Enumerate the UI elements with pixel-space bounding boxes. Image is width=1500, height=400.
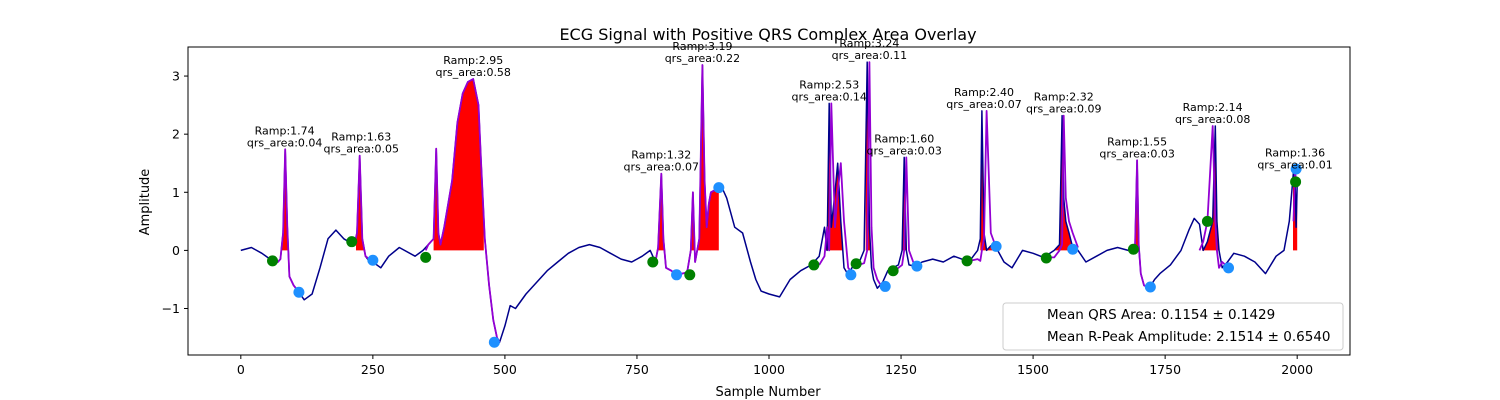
y-axis-ticks: −1 0 1 2 3 [162, 69, 188, 316]
r-amp-label-9: Ramp:2.32 [1034, 91, 1094, 104]
q-s-marker-10 [1144, 281, 1156, 293]
qrs-area-label-10: qrs_area:0.03 [1099, 147, 1174, 160]
x-tick-label-7: 1750 [1149, 362, 1181, 377]
q-s-marker-2 [488, 336, 500, 348]
onset-marker-0 [267, 255, 279, 267]
y-tick-label-2: 1 [172, 185, 180, 200]
qrs-area-label-4: qrs_area:0.22 [665, 52, 740, 65]
r-amp-label-12: Ramp:1.36 [1265, 146, 1325, 159]
onset-marker-6 [850, 258, 862, 270]
x-tick-label-0: 0 [237, 362, 245, 377]
x-tick-label-6: 1500 [1017, 362, 1049, 377]
qrs-area-label-11: qrs_area:0.08 [1175, 113, 1250, 126]
qrs-area-label-1: qrs_area:0.05 [324, 143, 399, 156]
qrs-segment-0 [272, 148, 300, 293]
y-tick-label-1: 0 [172, 243, 180, 258]
legend: Mean QRS Area: 0.1154 ± 0.1429 Mean R-Pe… [1002, 302, 1344, 351]
r-amp-label-10: Ramp:1.55 [1107, 135, 1167, 148]
onset-marker-10 [1127, 243, 1139, 255]
onset-marker-8 [961, 255, 973, 267]
qrs-area-2 [433, 79, 484, 251]
x-axis-ticks: 0 250 500 750 1000 1250 1500 1750 2000 [237, 355, 1313, 377]
y-axis-label: Amplitude [138, 169, 153, 236]
x-tick-label-3: 750 [625, 362, 649, 377]
r-amp-label-8: Ramp:2.40 [954, 86, 1014, 99]
q-s-marker-1 [367, 254, 379, 266]
x-tick-label-4: 1000 [753, 362, 785, 377]
r-amp-label-3: Ramp:1.32 [631, 149, 691, 162]
y-tick-label-4: 3 [172, 69, 180, 84]
x-tick-label-2: 500 [493, 362, 517, 377]
qrs-segment-8 [1048, 114, 1079, 259]
x-tick-label-1: 250 [361, 362, 385, 377]
legend-entry-qrs-area: Mean QRS Area: 0.1154 ± 0.1429 [1047, 307, 1275, 323]
q-s-marker-4 [713, 182, 725, 194]
onset-marker-4 [684, 269, 696, 281]
x-tick-label-8: 2000 [1281, 362, 1313, 377]
q-s-marker-8 [990, 240, 1002, 252]
qrs-segment-4 [818, 102, 855, 276]
qrs-area-label-7: qrs_area:0.03 [866, 144, 941, 157]
r-amp-label-11: Ramp:2.14 [1183, 101, 1243, 114]
onset-marker-1 [346, 236, 358, 248]
y-tick-label-3: 2 [172, 127, 180, 142]
qrs-area-label-3: qrs_area:0.07 [624, 161, 699, 174]
qrs-area-3 [657, 65, 719, 251]
onset-marker-9 [1040, 252, 1052, 264]
qrs-area-label-2: qrs_area:0.58 [435, 66, 510, 79]
qrs-segment-7 [969, 110, 997, 262]
onset-marker-11 [1201, 215, 1213, 227]
qrs-area-label-6: qrs_area:0.11 [832, 49, 907, 62]
qrs-area-label-9: qrs_area:0.09 [1026, 103, 1101, 116]
onset-marker-12 [1290, 176, 1302, 188]
q-s-marker-0 [293, 286, 305, 298]
onset-marker-2 [420, 251, 432, 263]
x-axis-label: Sample Number [715, 385, 821, 400]
y-tick-label-0: −1 [162, 301, 180, 316]
r-amp-label-5: Ramp:2.53 [799, 78, 859, 91]
marker-layer [267, 163, 1302, 348]
q-s-marker-11 [1223, 262, 1235, 274]
legend-entry-r-peak: Mean R-Peak Amplitude: 2.1514 ± 0.6540 [1047, 329, 1331, 345]
qrs-segment-3 [652, 64, 720, 276]
qrs-area-label-5: qrs_area:0.14 [791, 90, 866, 103]
q-s-marker-9 [1067, 243, 1079, 255]
q-s-marker-3 [671, 269, 683, 281]
qrs-area-label-12: qrs_area:0.01 [1257, 158, 1332, 171]
q-s-marker-5 [845, 269, 857, 281]
legend-box [1002, 302, 1344, 351]
q-s-marker-6 [879, 280, 891, 292]
onset-marker-7 [887, 265, 899, 277]
qrs-segment-10 [1198, 125, 1230, 269]
r-amp-label-2: Ramp:2.95 [443, 54, 503, 67]
q-s-marker-12 [1290, 163, 1302, 175]
qrs-segment-2 [424, 78, 501, 343]
onset-marker-5 [808, 259, 820, 271]
r-amp-label-1: Ramp:1.63 [331, 131, 391, 144]
qrs-area-label-8: qrs_area:0.07 [946, 98, 1021, 111]
x-tick-label-5: 1250 [885, 362, 917, 377]
onset-marker-3 [647, 256, 659, 268]
chart-title: ECG Signal with Positive QRS Complex Are… [559, 25, 976, 44]
r-amp-label-0: Ramp:1.74 [255, 124, 315, 137]
q-s-marker-7 [911, 260, 923, 272]
r-amp-label-7: Ramp:1.60 [874, 132, 934, 145]
qrs-area-label-0: qrs_area:0.04 [247, 136, 322, 149]
